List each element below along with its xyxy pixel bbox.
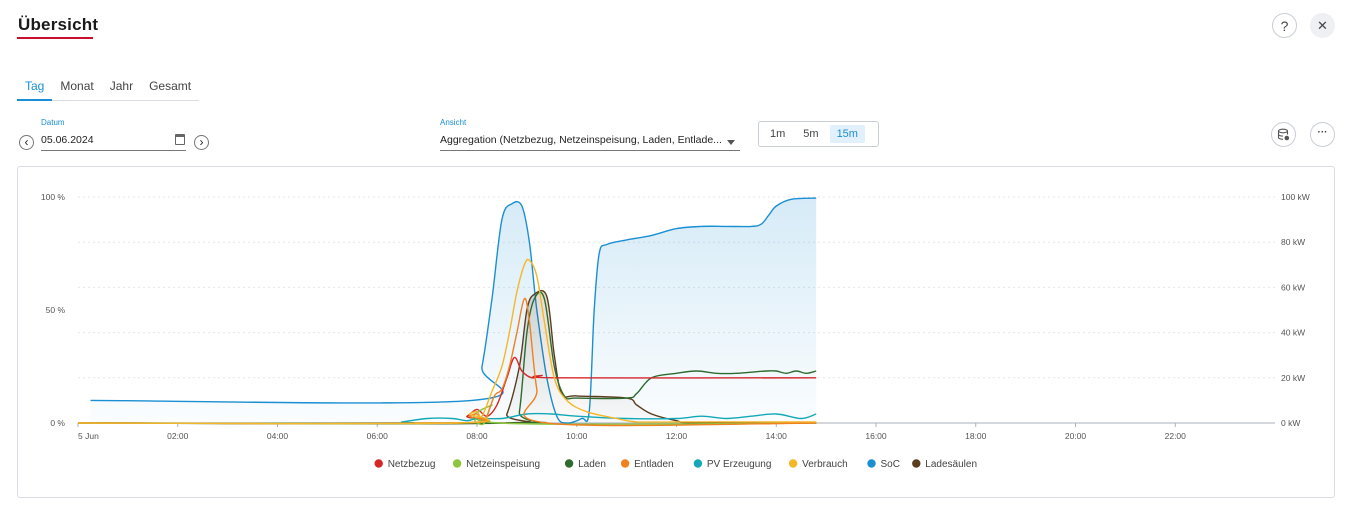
next-day-button[interactable]: › <box>194 135 209 150</box>
view-select[interactable]: Aggregation (Netzbezug, Netzeinspeisung,… <box>440 133 740 151</box>
close-button[interactable]: ✕ <box>1310 13 1335 38</box>
view-value: Aggregation (Netzbezug, Netzeinspeisung,… <box>440 134 722 146</box>
legend-swatch <box>788 459 798 468</box>
legend-swatch <box>912 459 921 468</box>
legend-swatch <box>564 459 574 468</box>
page-title: Übersicht <box>18 15 99 34</box>
legend-item: Netzbezug <box>388 459 436 470</box>
series-line-pv-erzeugung <box>77 412 817 424</box>
y-left-tick-label: 100 % <box>41 192 66 202</box>
legend-item: Verbrauch <box>802 459 848 470</box>
legend-item: Netzeinspeisung <box>466 459 540 470</box>
help-icon: ? <box>1280 17 1289 34</box>
chevron-right-icon: › <box>199 134 204 149</box>
x-tick-label: 12:00 <box>666 431 688 441</box>
legend-item: Ladesäulen <box>925 459 977 470</box>
y-right-tick-label: 80 kW <box>1281 237 1305 247</box>
title-underline <box>17 37 93 39</box>
y-left-tick-label: 0 % <box>50 418 65 428</box>
series-line-laden <box>77 291 817 425</box>
close-icon: ✕ <box>1317 17 1328 33</box>
series-area-soc <box>90 198 817 424</box>
y-right-tick-label: 20 kW <box>1281 373 1305 383</box>
tab-tag[interactable]: Tag <box>17 76 53 101</box>
more-button[interactable]: ··· <box>1310 122 1335 147</box>
database-icon <box>1277 128 1290 141</box>
date-value: 05.06.2024 <box>41 134 94 146</box>
chevron-left-icon: ‹ <box>24 134 29 149</box>
tab-jahr[interactable]: Jahr <box>109 79 134 93</box>
interval-15m[interactable]: 15m <box>829 125 865 143</box>
legend-swatch <box>452 459 462 468</box>
x-tick-label: 18:00 <box>965 431 987 441</box>
y-right-tick-label: 40 kW <box>1281 328 1305 338</box>
x-tick-label: 16:00 <box>865 431 887 441</box>
more-icon: ··· <box>1317 127 1328 138</box>
x-tick-label: 20:00 <box>1065 431 1087 441</box>
prev-day-button[interactable]: ‹ <box>19 135 34 150</box>
series-line-verbrauch <box>77 258 817 425</box>
help-button[interactable]: ? <box>1272 13 1297 38</box>
x-tick-label: 02:00 <box>167 431 189 441</box>
x-tick-label: 06:00 <box>367 431 389 441</box>
legend-item: Laden <box>578 459 606 470</box>
date-input[interactable]: 05.06.2024 <box>41 133 186 151</box>
legend-item: Entladen <box>634 459 673 470</box>
x-tick-label: 10:00 <box>566 431 588 441</box>
energy-chart: 0 kW 20 kW 40 kW 60 kW 80 kW 100 kW 0 % 50 % 100… <box>41 192 1310 470</box>
period-tabs: Tag Monat Jahr Gesamt <box>17 76 200 101</box>
interval-selector: 1m 5m 15m <box>758 121 879 147</box>
x-tick-label: 04:00 <box>267 431 289 441</box>
legend-swatch <box>620 459 630 468</box>
tab-gesamt[interactable]: Gesamt <box>149 79 192 93</box>
caret-down-icon <box>727 140 735 145</box>
y-left-tick-label: 50 % <box>46 305 66 315</box>
interval-1m[interactable]: 1m <box>770 128 786 140</box>
export-button[interactable] <box>1271 122 1296 147</box>
date-label: Datum <box>41 118 65 127</box>
calendar-icon[interactable] <box>175 134 185 145</box>
x-tick-label: 5 Jun <box>78 431 99 441</box>
legend-swatch <box>693 459 703 468</box>
legend-swatch <box>867 459 876 468</box>
y-right-tick-label: 0 kW <box>1281 418 1300 428</box>
chart-card: 0 kW 20 kW 40 kW 60 kW 80 kW 100 kW 0 % 50 % 100… <box>17 166 1335 498</box>
y-right-tick-label: 100 kW <box>1281 192 1310 202</box>
x-tick-label: 14:00 <box>766 431 788 441</box>
tab-monat[interactable]: Monat <box>60 79 94 93</box>
legend-item: PV Erzeugung <box>707 459 772 470</box>
y-right-tick-label: 60 kW <box>1281 282 1305 292</box>
legend-item: SoC <box>881 459 900 470</box>
x-tick-label: 22:00 <box>1165 431 1187 441</box>
x-tick-label: 08:00 <box>466 431 488 441</box>
legend-swatch <box>374 459 383 468</box>
view-label: Ansicht <box>440 118 467 127</box>
interval-5m[interactable]: 5m <box>803 128 819 140</box>
